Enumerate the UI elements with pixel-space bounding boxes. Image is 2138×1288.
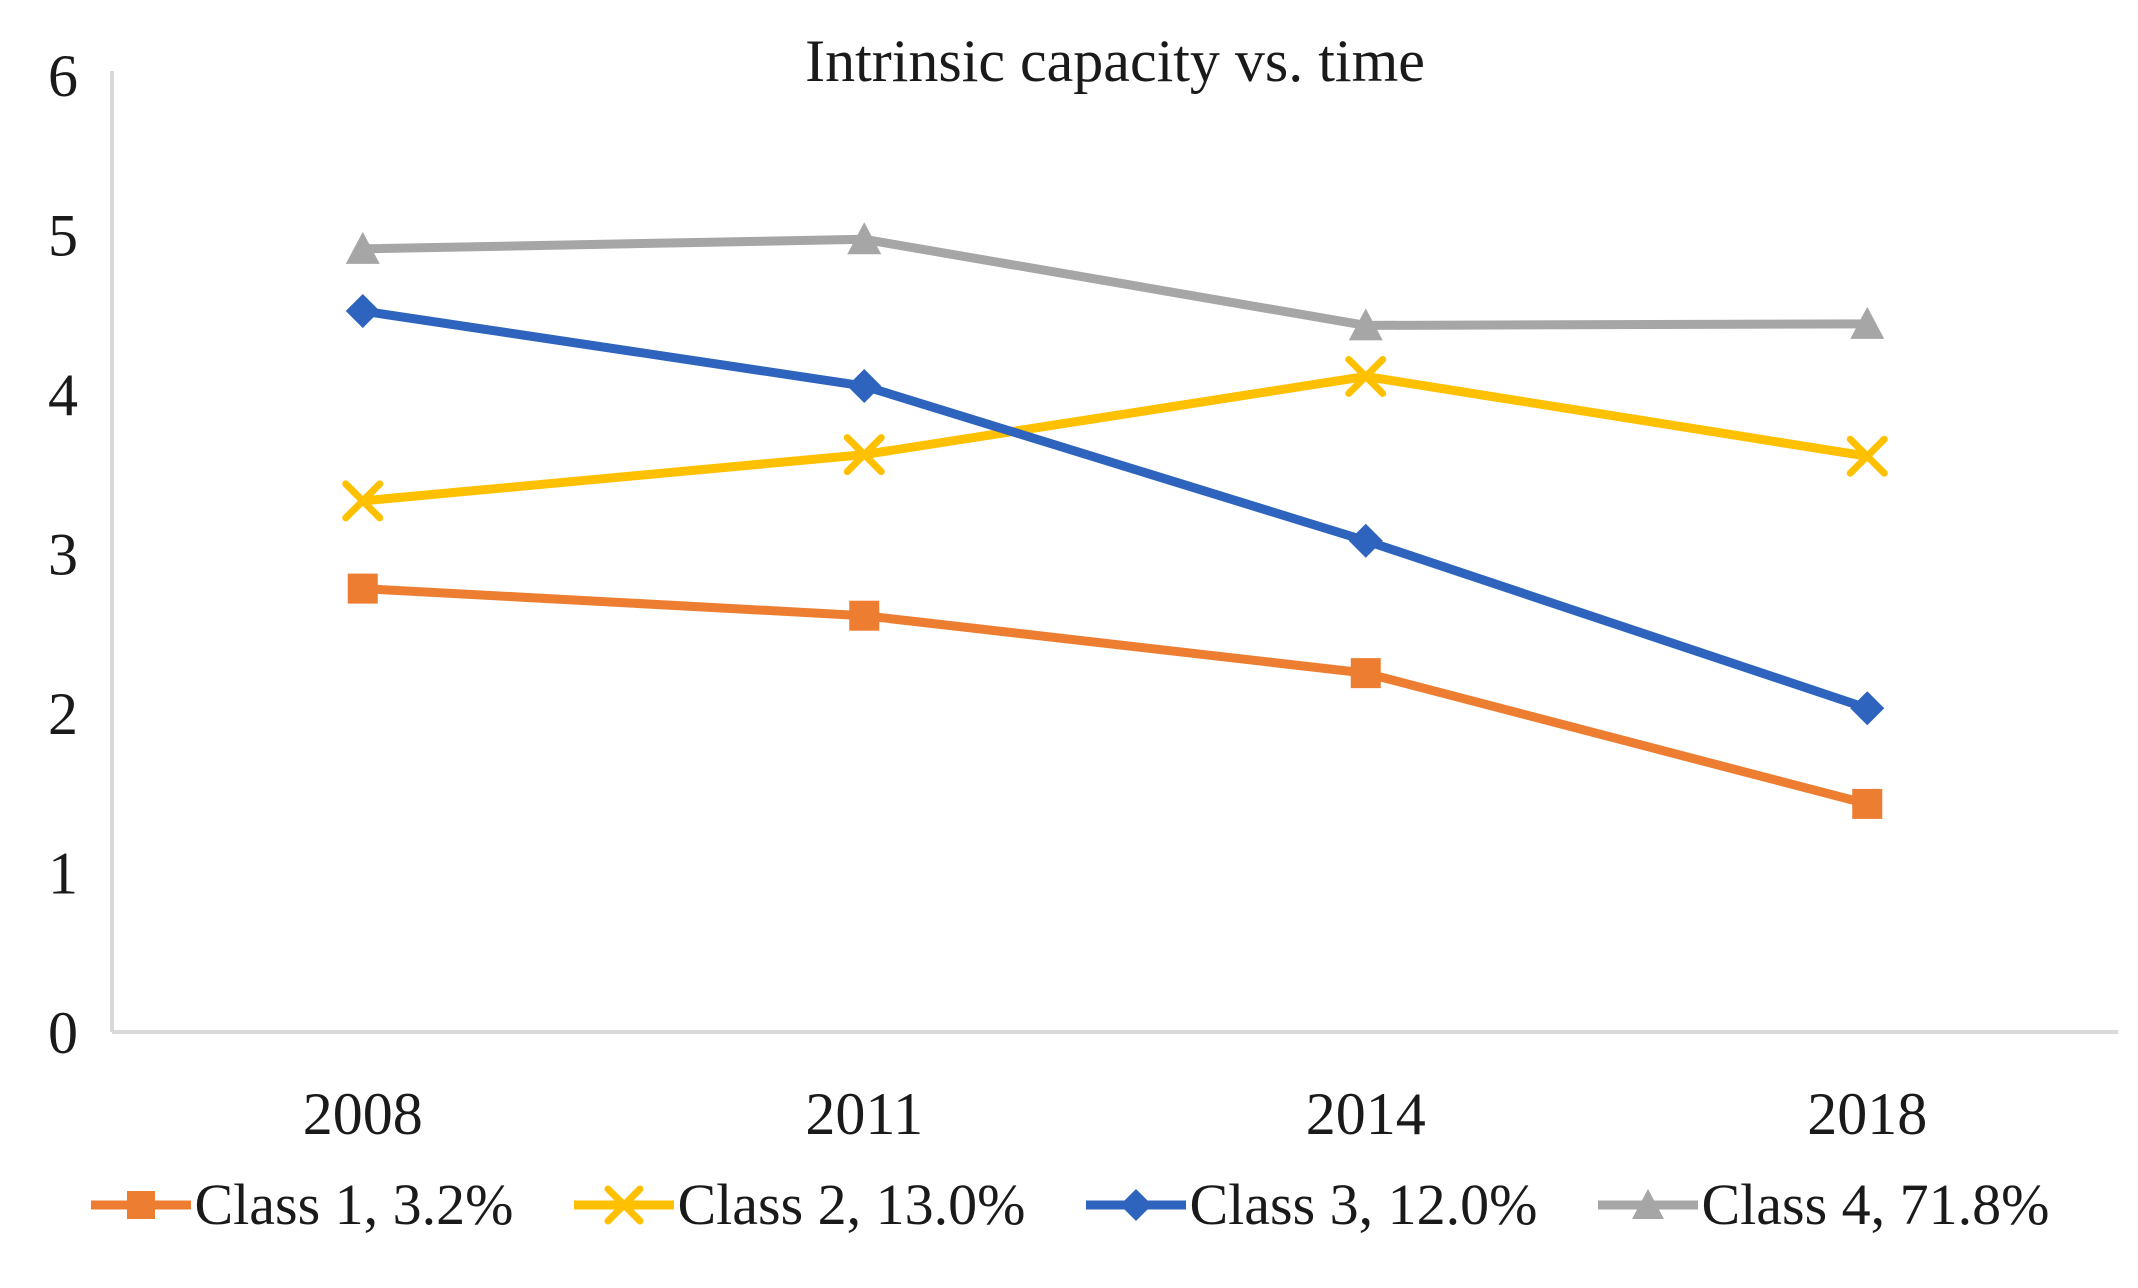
- y-tick-label: 5: [48, 203, 78, 269]
- chart-title: Intrinsic capacity vs. time: [805, 28, 1425, 94]
- axis-lines: [110, 71, 2118, 1034]
- legend-item: Class 1, 3.2%: [89, 1170, 514, 1240]
- legend-marker-diamond-icon: [1085, 1189, 1186, 1221]
- legend-item: Class 2, 13.0%: [572, 1170, 1026, 1240]
- series-class-2: [342, 355, 1888, 522]
- data-point-marker-square: [1350, 658, 1381, 689]
- data-point-marker-x: [342, 480, 384, 522]
- y-tick-label: 6: [48, 43, 78, 109]
- legend-marker-triangle-icon: [1597, 1189, 1698, 1219]
- data-point-marker-x: [843, 434, 885, 476]
- data-point-marker-diamond: [1348, 523, 1383, 558]
- data-point-marker-square: [849, 600, 880, 631]
- legend-label: Class 1, 3.2%: [194, 1172, 514, 1237]
- data-point-marker-square: [1852, 788, 1883, 819]
- data-point-marker-x: [604, 1185, 643, 1225]
- chart-legend: Class 1, 3.2% Class 2, 13.0% Class 3, 12.0…: [0, 1162, 2138, 1248]
- series-line: [358, 371, 1872, 506]
- data-point-marker-triangle: [1348, 308, 1383, 341]
- data-point-marker-diamond: [345, 294, 380, 329]
- data-point-marker-triangle: [345, 231, 380, 264]
- data-point-marker-diamond: [847, 369, 882, 404]
- x-tick-label: 2014: [1306, 1081, 1426, 1147]
- series-class-1: [347, 573, 1883, 819]
- series-class-3: [345, 294, 1885, 726]
- legend-item: Class 4, 71.8%: [1596, 1170, 2050, 1240]
- y-tick-label: 0: [48, 1000, 78, 1066]
- x-tick-label: 2008: [303, 1081, 423, 1147]
- legend-marker-x-icon: [573, 1185, 674, 1225]
- data-point-marker-x: [1345, 355, 1387, 397]
- data-point-marker-triangle: [1631, 1189, 1664, 1219]
- data-point-marker-square: [126, 1191, 155, 1219]
- data-point-marker-triangle: [847, 222, 882, 255]
- data-point-marker-square: [347, 573, 378, 604]
- y-tick-label: 3: [48, 522, 78, 588]
- x-axis-tick-labels: 2008 2011 2014 2018: [303, 1081, 1928, 1147]
- series-line: [358, 306, 1872, 713]
- x-tick-label: 2018: [1807, 1081, 1927, 1147]
- y-tick-label: 2: [48, 681, 78, 747]
- data-point-marker-x: [1846, 435, 1888, 477]
- series-line: [358, 234, 1872, 330]
- y-tick-label: 4: [48, 362, 78, 428]
- legend-label: Class 3, 12.0%: [1189, 1172, 1538, 1237]
- data-point-marker-diamond: [1119, 1189, 1152, 1221]
- series-class-4: [345, 222, 1885, 341]
- legend-label: Class 4, 71.8%: [1701, 1172, 2050, 1237]
- data-point-marker-diamond: [1850, 691, 1885, 726]
- data-point-marker-triangle: [1850, 306, 1885, 339]
- y-axis-tick-labels: 0 1 2 3 4 5 6: [48, 43, 78, 1066]
- x-tick-label: 2011: [805, 1081, 923, 1147]
- series-line: [358, 584, 1872, 809]
- legend-item: Class 3, 12.0%: [1084, 1170, 1538, 1240]
- plot-area: 0 1 2 3 4 5 6 2008 2011 2014 2018: [48, 43, 2118, 1147]
- y-tick-label: 1: [48, 841, 78, 907]
- legend-marker-square-icon: [90, 1191, 191, 1219]
- legend-label: Class 2, 13.0%: [677, 1172, 1026, 1237]
